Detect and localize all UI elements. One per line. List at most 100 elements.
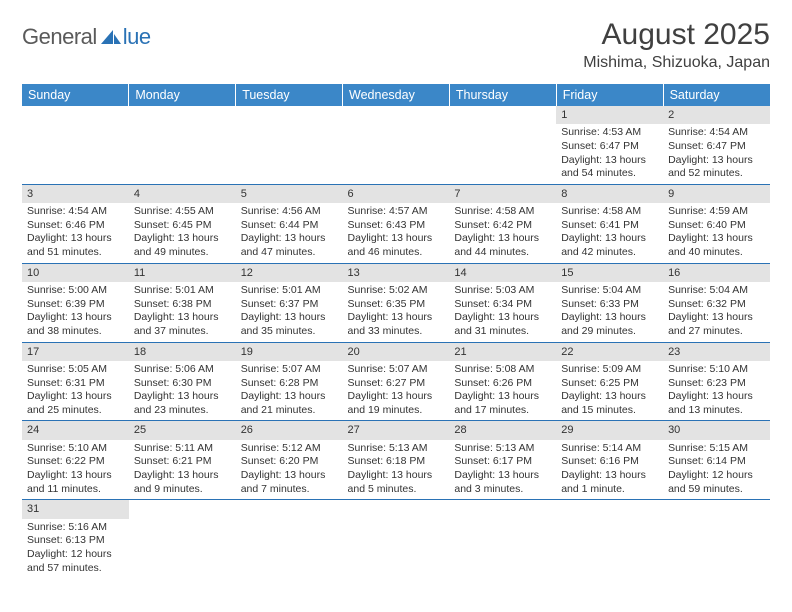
sunset-text: Sunset: 6:26 PM xyxy=(454,377,551,391)
daylight-text: Daylight: 12 hours and 59 minutes. xyxy=(668,469,765,496)
day-number-cell: 13 xyxy=(343,263,450,282)
day-number-cell: 26 xyxy=(236,421,343,440)
sunrise-text: Sunrise: 5:15 AM xyxy=(668,442,765,456)
daylight-text: Daylight: 13 hours and 5 minutes. xyxy=(348,469,445,496)
sail-icon xyxy=(99,28,123,46)
sunrise-text: Sunrise: 5:05 AM xyxy=(27,363,124,377)
day-number-cell xyxy=(556,500,663,519)
day-content-cell xyxy=(343,519,450,579)
day-content-cell: Sunrise: 4:58 AMSunset: 6:42 PMDaylight:… xyxy=(449,203,556,263)
daylight-text: Daylight: 13 hours and 29 minutes. xyxy=(561,311,658,338)
day-number-row: 12 xyxy=(22,106,770,124)
day-number-cell: 27 xyxy=(343,421,450,440)
calendar-table: Sunday Monday Tuesday Wednesday Thursday… xyxy=(22,84,770,578)
weekday-header-row: Sunday Monday Tuesday Wednesday Thursday… xyxy=(22,84,770,106)
sunrise-text: Sunrise: 4:59 AM xyxy=(668,205,765,219)
logo-text-blue: lue xyxy=(123,24,151,50)
sunrise-text: Sunrise: 5:10 AM xyxy=(27,442,124,456)
day-number-cell: 4 xyxy=(129,184,236,203)
day-content-cell: Sunrise: 5:03 AMSunset: 6:34 PMDaylight:… xyxy=(449,282,556,342)
day-content-cell: Sunrise: 4:53 AMSunset: 6:47 PMDaylight:… xyxy=(556,124,663,184)
day-content-cell: Sunrise: 5:15 AMSunset: 6:14 PMDaylight:… xyxy=(663,440,770,500)
day-content-row: Sunrise: 4:53 AMSunset: 6:47 PMDaylight:… xyxy=(22,124,770,184)
day-number-cell: 22 xyxy=(556,342,663,361)
day-number-cell: 17 xyxy=(22,342,129,361)
day-number-cell: 2 xyxy=(663,106,770,124)
weekday-header: Friday xyxy=(556,84,663,106)
sunset-text: Sunset: 6:34 PM xyxy=(454,298,551,312)
sunrise-text: Sunrise: 5:09 AM xyxy=(561,363,658,377)
sunset-text: Sunset: 6:38 PM xyxy=(134,298,231,312)
day-content-cell xyxy=(449,519,556,579)
day-content-cell: Sunrise: 4:57 AMSunset: 6:43 PMDaylight:… xyxy=(343,203,450,263)
sunrise-text: Sunrise: 5:07 AM xyxy=(241,363,338,377)
day-number-row: 10111213141516 xyxy=(22,263,770,282)
daylight-text: Daylight: 13 hours and 21 minutes. xyxy=(241,390,338,417)
sunrise-text: Sunrise: 5:07 AM xyxy=(348,363,445,377)
calendar-page: General lue August 2025 Mishima, Shizuok… xyxy=(0,0,792,596)
sunset-text: Sunset: 6:40 PM xyxy=(668,219,765,233)
day-number-cell: 8 xyxy=(556,184,663,203)
day-content-cell: Sunrise: 4:54 AMSunset: 6:47 PMDaylight:… xyxy=(663,124,770,184)
day-content-cell xyxy=(129,519,236,579)
sunset-text: Sunset: 6:35 PM xyxy=(348,298,445,312)
day-content-row: Sunrise: 5:10 AMSunset: 6:22 PMDaylight:… xyxy=(22,440,770,500)
daylight-text: Daylight: 13 hours and 52 minutes. xyxy=(668,154,765,181)
day-number-row: 3456789 xyxy=(22,184,770,203)
daylight-text: Daylight: 13 hours and 40 minutes. xyxy=(668,232,765,259)
day-content-cell: Sunrise: 5:13 AMSunset: 6:17 PMDaylight:… xyxy=(449,440,556,500)
sunrise-text: Sunrise: 4:54 AM xyxy=(668,126,765,140)
location-subtitle: Mishima, Shizuoka, Japan xyxy=(583,54,770,72)
sunrise-text: Sunrise: 4:53 AM xyxy=(561,126,658,140)
day-content-cell: Sunrise: 4:58 AMSunset: 6:41 PMDaylight:… xyxy=(556,203,663,263)
day-content-cell: Sunrise: 5:13 AMSunset: 6:18 PMDaylight:… xyxy=(343,440,450,500)
weekday-header: Thursday xyxy=(449,84,556,106)
day-content-cell: Sunrise: 5:07 AMSunset: 6:28 PMDaylight:… xyxy=(236,361,343,421)
day-content-cell: Sunrise: 5:02 AMSunset: 6:35 PMDaylight:… xyxy=(343,282,450,342)
daylight-text: Daylight: 13 hours and 47 minutes. xyxy=(241,232,338,259)
daylight-text: Daylight: 13 hours and 1 minute. xyxy=(561,469,658,496)
sunrise-text: Sunrise: 5:12 AM xyxy=(241,442,338,456)
calendar-body: 12Sunrise: 4:53 AMSunset: 6:47 PMDayligh… xyxy=(22,106,770,578)
daylight-text: Daylight: 13 hours and 51 minutes. xyxy=(27,232,124,259)
day-number-cell: 20 xyxy=(343,342,450,361)
sunrise-text: Sunrise: 5:14 AM xyxy=(561,442,658,456)
sunset-text: Sunset: 6:44 PM xyxy=(241,219,338,233)
sunset-text: Sunset: 6:13 PM xyxy=(27,534,124,548)
sunrise-text: Sunrise: 5:03 AM xyxy=(454,284,551,298)
sunrise-text: Sunrise: 5:06 AM xyxy=(134,363,231,377)
sunrise-text: Sunrise: 4:54 AM xyxy=(27,205,124,219)
weekday-header: Wednesday xyxy=(343,84,450,106)
sunset-text: Sunset: 6:27 PM xyxy=(348,377,445,391)
daylight-text: Daylight: 13 hours and 23 minutes. xyxy=(134,390,231,417)
day-number-cell: 18 xyxy=(129,342,236,361)
daylight-text: Daylight: 13 hours and 33 minutes. xyxy=(348,311,445,338)
day-number-cell: 28 xyxy=(449,421,556,440)
day-number-cell: 7 xyxy=(449,184,556,203)
sunrise-text: Sunrise: 5:02 AM xyxy=(348,284,445,298)
day-number-cell: 21 xyxy=(449,342,556,361)
day-content-cell xyxy=(343,124,450,184)
daylight-text: Daylight: 13 hours and 11 minutes. xyxy=(27,469,124,496)
sunrise-text: Sunrise: 4:58 AM xyxy=(454,205,551,219)
sunset-text: Sunset: 6:21 PM xyxy=(134,455,231,469)
weekday-header: Saturday xyxy=(663,84,770,106)
sunset-text: Sunset: 6:16 PM xyxy=(561,455,658,469)
page-title: August 2025 xyxy=(583,18,770,52)
daylight-text: Daylight: 13 hours and 9 minutes. xyxy=(134,469,231,496)
day-number-cell xyxy=(22,106,129,124)
sunset-text: Sunset: 6:31 PM xyxy=(27,377,124,391)
day-number-cell: 15 xyxy=(556,263,663,282)
day-number-row: 17181920212223 xyxy=(22,342,770,361)
day-content-cell xyxy=(449,124,556,184)
day-number-cell: 11 xyxy=(129,263,236,282)
day-content-cell: Sunrise: 4:55 AMSunset: 6:45 PMDaylight:… xyxy=(129,203,236,263)
sunset-text: Sunset: 6:25 PM xyxy=(561,377,658,391)
daylight-text: Daylight: 13 hours and 46 minutes. xyxy=(348,232,445,259)
day-content-cell: Sunrise: 4:56 AMSunset: 6:44 PMDaylight:… xyxy=(236,203,343,263)
day-number-cell: 14 xyxy=(449,263,556,282)
day-content-row: Sunrise: 5:16 AMSunset: 6:13 PMDaylight:… xyxy=(22,519,770,579)
daylight-text: Daylight: 13 hours and 44 minutes. xyxy=(454,232,551,259)
daylight-text: Daylight: 13 hours and 3 minutes. xyxy=(454,469,551,496)
day-number-cell: 16 xyxy=(663,263,770,282)
